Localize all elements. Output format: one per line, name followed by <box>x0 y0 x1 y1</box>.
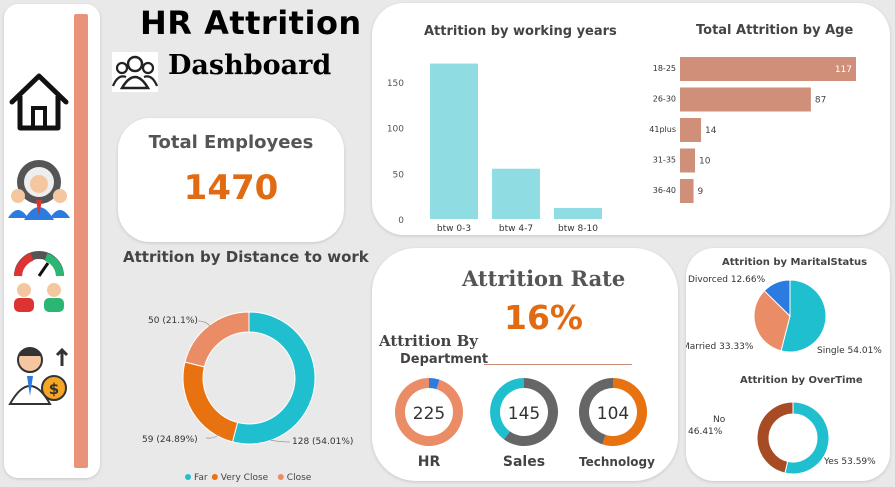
total-employees-card: Total Employees 1470 <box>118 118 344 242</box>
age-chart-title: Total Attrition by Age <box>696 23 854 38</box>
age-value-label: 9 <box>698 187 704 197</box>
age-value-label: 14 <box>705 126 717 136</box>
leader-line <box>269 439 291 443</box>
age-bar-chart: 18-25 117 26-30 87 41plus 14 31-35 10 36-40 9 <box>649 57 856 203</box>
dept-value: 145 <box>508 404 540 424</box>
total-employees-value: 1470 <box>183 168 279 208</box>
overtime-label-yes: Yes 53.59% <box>823 457 876 467</box>
sidebar: $ <box>4 4 100 478</box>
sidebar-accent-bar <box>74 14 88 468</box>
overtime-slice-no <box>756 401 794 474</box>
x-tick-label: btw 8-10 <box>558 224 598 233</box>
home-icon[interactable] <box>6 68 72 134</box>
distance-chart-title: Attrition by Distance to work <box>123 248 369 266</box>
age-category-label: 18-25 <box>653 64 676 73</box>
age-category-label: 26-30 <box>653 95 676 104</box>
distance-label-close: 50 (21.1%) <box>148 316 198 326</box>
dept-donut-accent <box>602 378 647 446</box>
attrition-rate-label: Attrition Rate <box>462 266 626 291</box>
distance-slice-very-close <box>182 361 239 443</box>
overtime-chart-title: Attrition by OverTime <box>740 375 863 386</box>
working-years-bar-chart: 0 50 100 150 btw 0-3 btw 4-7 btw 8-10 <box>387 63 602 233</box>
dashboard-title: HR Attrition <box>140 4 362 42</box>
x-tick-label: btw 4-7 <box>499 224 533 233</box>
dashboard-subtitle: Dashboard <box>168 50 332 81</box>
age-category-label: 31-35 <box>653 156 676 165</box>
leader-line <box>197 320 211 327</box>
dept-donut-main <box>395 378 463 446</box>
distance-slice-close <box>184 311 250 368</box>
age-category-label: 36-40 <box>653 186 676 195</box>
y-tick-label: 150 <box>387 79 404 89</box>
overtime-label-no-pct: 46.41% <box>688 427 723 437</box>
legend-marker <box>211 474 218 480</box>
team-performance-icon[interactable] <box>6 248 72 314</box>
distance-label-very-close: 59 (24.89%) <box>142 435 198 445</box>
department-subtitle: Department <box>400 352 489 367</box>
department-title: Attrition By <box>379 332 478 350</box>
salary-growth-icon[interactable]: $ <box>6 340 72 406</box>
legend-label: Far <box>194 473 208 483</box>
marital-slice-single <box>780 279 827 353</box>
legend-marker <box>185 474 191 480</box>
working-years-title: Attrition by working years <box>424 24 617 39</box>
distance-slice-far <box>231 311 316 445</box>
y-tick-label: 100 <box>387 125 404 135</box>
dept-donut-main <box>579 378 613 445</box>
bar-btw-0-3 <box>430 63 478 219</box>
marital-overtime-card: Attrition by MaritalStatus Single 54.01%… <box>686 248 890 481</box>
distance-donut-chart: 128 (54.01%) 59 (24.89%) 50 (21.1%) Far Very… <box>142 311 353 483</box>
marital-label-married: Married 33.33% <box>686 342 754 352</box>
dept-name: HR <box>418 454 441 470</box>
legend-label: Very Close <box>221 473 269 483</box>
marital-chart-title: Attrition by MaritalStatus <box>722 257 868 268</box>
age-bar-31-35 <box>680 148 696 173</box>
attrition-rate-card: Attrition Rate 16% Attrition By Departme… <box>372 248 678 481</box>
age-value-label: 117 <box>835 65 852 75</box>
dept-donut-main <box>490 378 524 440</box>
people-group-icon <box>112 52 158 92</box>
dept-name: Sales <box>503 454 545 470</box>
marital-label-divorced: Divorced 12.66% <box>688 275 766 285</box>
age-bar-41plus <box>680 118 702 142</box>
bar-btw-4-7 <box>492 168 540 219</box>
department-donuts: 225 HR 145 Sales 104 Technology <box>395 378 655 470</box>
leader-line <box>205 433 221 439</box>
legend-label: Close <box>287 473 312 483</box>
age-value-label: 10 <box>699 157 711 167</box>
age-value-label: 87 <box>815 96 826 106</box>
tenure-age-card: Attrition by working years 0 50 100 150 btw … <box>372 3 890 235</box>
overtime-label-no: No <box>713 415 726 425</box>
dept-donut-accent <box>504 378 558 446</box>
dept-value: 225 <box>413 404 445 424</box>
employee-gear-icon[interactable] <box>6 156 72 222</box>
marital-slice-married <box>753 290 791 352</box>
distance-label-far: 128 (54.01%) <box>292 437 353 447</box>
x-tick-label: btw 0-3 <box>437 224 471 233</box>
overtime-donut-chart: Yes 53.59% No 46.41% <box>688 401 876 475</box>
age-bar-18-25 <box>680 57 856 81</box>
y-tick-label: 0 <box>398 216 404 226</box>
marital-label-single: Single 54.01% <box>817 346 882 356</box>
age-bar-26-30 <box>680 87 811 112</box>
age-category-label: 41plus <box>649 125 676 134</box>
dept-value: 104 <box>597 404 629 424</box>
department-divider <box>484 364 632 365</box>
total-employees-label: Total Employees <box>148 132 314 153</box>
y-tick-label: 50 <box>393 170 405 180</box>
svg-text:$: $ <box>49 380 59 398</box>
bar-btw-8-10 <box>554 208 602 219</box>
dept-donut-accent <box>429 378 440 390</box>
overtime-slice-yes <box>784 401 830 475</box>
legend-marker <box>277 474 284 480</box>
marital-slice-divorced <box>763 279 791 318</box>
age-bar-36-40 <box>680 179 694 203</box>
marital-pie-chart: Single 54.01% Married 33.33% Divorced 12.6… <box>686 275 882 356</box>
dept-name: Technology <box>579 455 655 469</box>
attrition-rate-value: 16% <box>504 298 583 337</box>
